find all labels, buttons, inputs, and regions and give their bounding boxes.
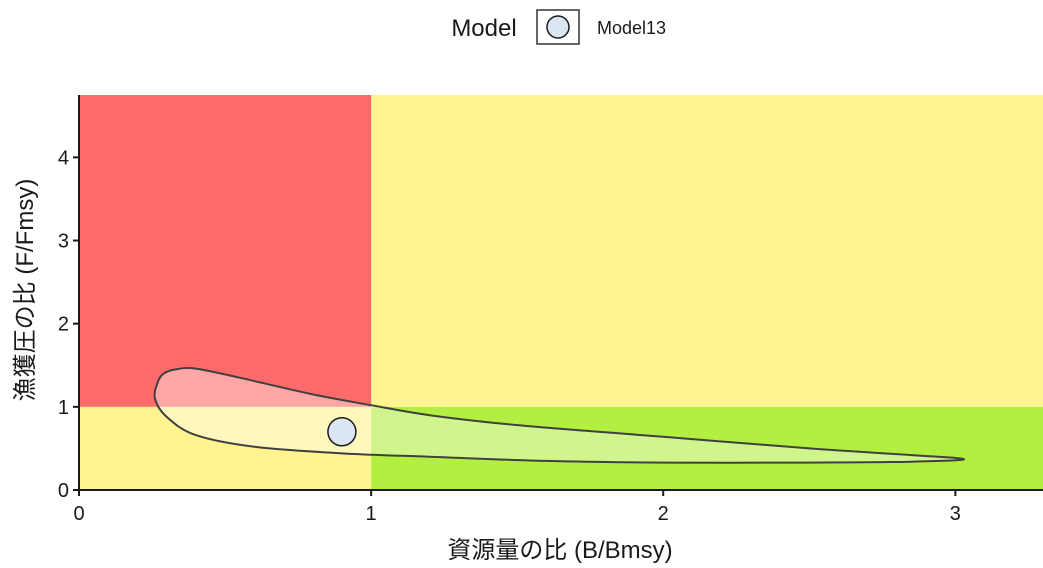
data-point-model13 [327,417,357,447]
y-tick-label: 4 [58,147,69,169]
y-tick-label: 0 [58,480,69,502]
x-axis-title: 資源量の比 (B/Bmsy) [447,537,672,564]
plot-marks [153,367,966,464]
confidence-region-model13 [153,367,966,464]
x-tick-label: 3 [950,503,961,525]
zone-caution-upper-right [371,95,1043,407]
legend-label-model13: Model13 [597,18,666,38]
y-tick-label: 3 [58,231,69,253]
zone-caution-lower-left [79,406,372,490]
x-tick-label: 1 [366,503,377,525]
x-tick-label: 2 [658,503,669,525]
y-tick-label: 1 [58,397,69,419]
x-tick-label: 0 [73,503,84,525]
legend-title: Model [451,15,516,42]
legend-key-marker [546,15,570,39]
zone-red-upper-left [79,95,372,407]
legend: Model Model13 [451,9,666,45]
y-axis-title: 漁獲圧の比 (F/Fmsy) [12,179,39,402]
axes: 0 1 2 3 0 1 2 3 4 [58,95,1043,525]
y-tick-label: 2 [58,314,69,336]
